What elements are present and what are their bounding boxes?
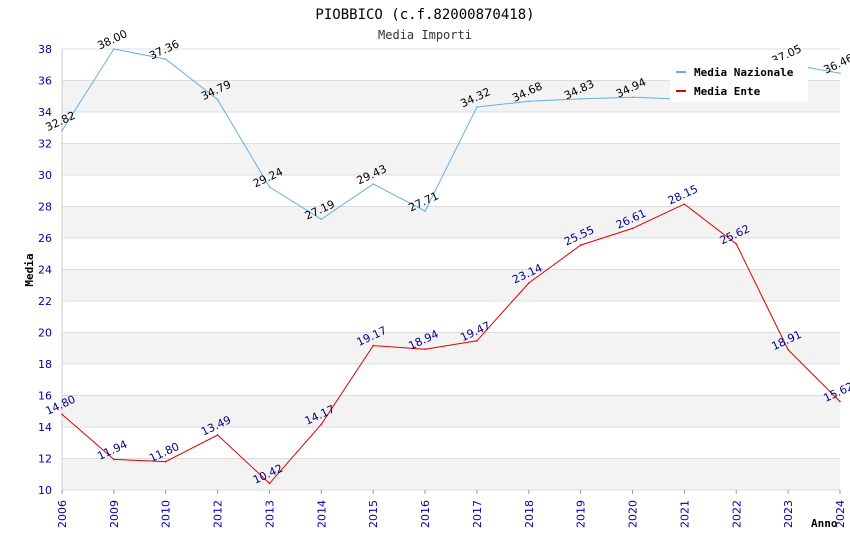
- y-tick-label: 28: [38, 201, 52, 214]
- data-point: [164, 58, 167, 60]
- legend-label: Media Nazionale: [694, 66, 794, 79]
- x-tick-label: 2018: [523, 500, 536, 528]
- data-point: [735, 243, 738, 245]
- plot-band: [62, 112, 840, 144]
- y-tick-label: 38: [38, 43, 52, 56]
- y-tick-label: 30: [38, 169, 52, 182]
- data-point: [268, 186, 271, 188]
- chart-title: PIOBBICO (c.f.82000870418): [315, 7, 534, 23]
- plot-band: [62, 395, 840, 427]
- data-point: [631, 96, 634, 98]
- data-point: [113, 458, 115, 461]
- data-point: [372, 183, 375, 185]
- plot-bands: [62, 49, 840, 490]
- plot-band: [62, 206, 840, 238]
- x-tick-label: 2009: [108, 500, 121, 528]
- x-tick-label: 2023: [782, 500, 795, 528]
- plot-band: [62, 175, 840, 207]
- data-point: [528, 282, 530, 284]
- y-tick-label: 16: [38, 390, 52, 403]
- data-point: [787, 348, 789, 351]
- x-tick-label: 2022: [730, 500, 743, 528]
- chart-subtitle: Media Importi: [378, 28, 472, 42]
- x-axis-ticks: 2006 2009 2010 2012 2013 2014 2015 2016 2017 2018…: [56, 490, 847, 528]
- plot-band: [62, 427, 840, 459]
- legend: Media Nazionale Media Ente: [670, 60, 808, 102]
- y-tick-label: 10: [38, 484, 52, 497]
- data-point: [61, 129, 63, 132]
- plot-band: [62, 458, 840, 490]
- plot-band: [62, 364, 840, 396]
- x-tick-label: 2021: [678, 500, 691, 528]
- data-point: [320, 423, 323, 426]
- x-tick-label: 2024: [834, 500, 847, 528]
- plot-band: [62, 238, 840, 270]
- y-tick-label: 22: [38, 295, 52, 308]
- data-point: [216, 98, 219, 101]
- data-point: [424, 348, 426, 350]
- legend-box: [670, 60, 808, 102]
- series-line-media-ente: [61, 203, 841, 485]
- data-point: [424, 210, 426, 212]
- x-tick-label: 2013: [263, 500, 276, 528]
- data-point: [839, 400, 841, 403]
- y-axis-label: Media: [23, 253, 36, 286]
- grid-lines: [61, 48, 840, 491]
- data-point: [476, 340, 478, 342]
- x-tick-label: 2020: [627, 500, 640, 528]
- data-point: [839, 72, 841, 75]
- data-point: [476, 106, 478, 108]
- y-tick-label: 26: [38, 232, 52, 245]
- data-point: [113, 48, 115, 50]
- data-point: [579, 98, 582, 100]
- y-tick-label: 24: [38, 264, 52, 277]
- data-point: [631, 227, 634, 230]
- y-tick-label: 36: [38, 75, 52, 88]
- plot-band: [62, 301, 840, 333]
- x-tick-label: 2010: [160, 500, 173, 528]
- x-axis-label: Anno: [811, 517, 838, 530]
- legend-label: Media Ente: [694, 85, 761, 98]
- y-axis-ticks: 10 12 14 16 18 20 22 24 26 28 30 32 34 36 38: [38, 43, 52, 497]
- data-point: [320, 218, 323, 221]
- y-tick-label: 20: [38, 327, 52, 340]
- x-tick-label: 2019: [575, 500, 588, 528]
- y-tick-label: 32: [38, 138, 52, 151]
- x-tick-label: 2012: [212, 500, 225, 528]
- x-tick-label: 2014: [315, 500, 328, 528]
- x-tick-label: 2017: [471, 500, 484, 528]
- data-point: [372, 344, 375, 347]
- data-point: [268, 482, 271, 485]
- y-tick-label: 14: [38, 421, 52, 434]
- y-tick-label: 18: [38, 358, 52, 371]
- plot-band: [62, 269, 840, 301]
- data-point: [164, 460, 167, 463]
- x-tick-label: 2006: [56, 500, 69, 528]
- plot-band: [62, 332, 840, 364]
- data-point: [216, 434, 219, 436]
- data-point: [528, 100, 530, 103]
- y-tick-label: 12: [38, 453, 52, 466]
- x-tick-label: 2016: [419, 500, 432, 528]
- data-point: [683, 203, 686, 205]
- data-point: [579, 244, 582, 246]
- y-tick-label: 34: [38, 106, 52, 119]
- data-point: [61, 413, 63, 416]
- x-tick-label: 2015: [367, 500, 380, 528]
